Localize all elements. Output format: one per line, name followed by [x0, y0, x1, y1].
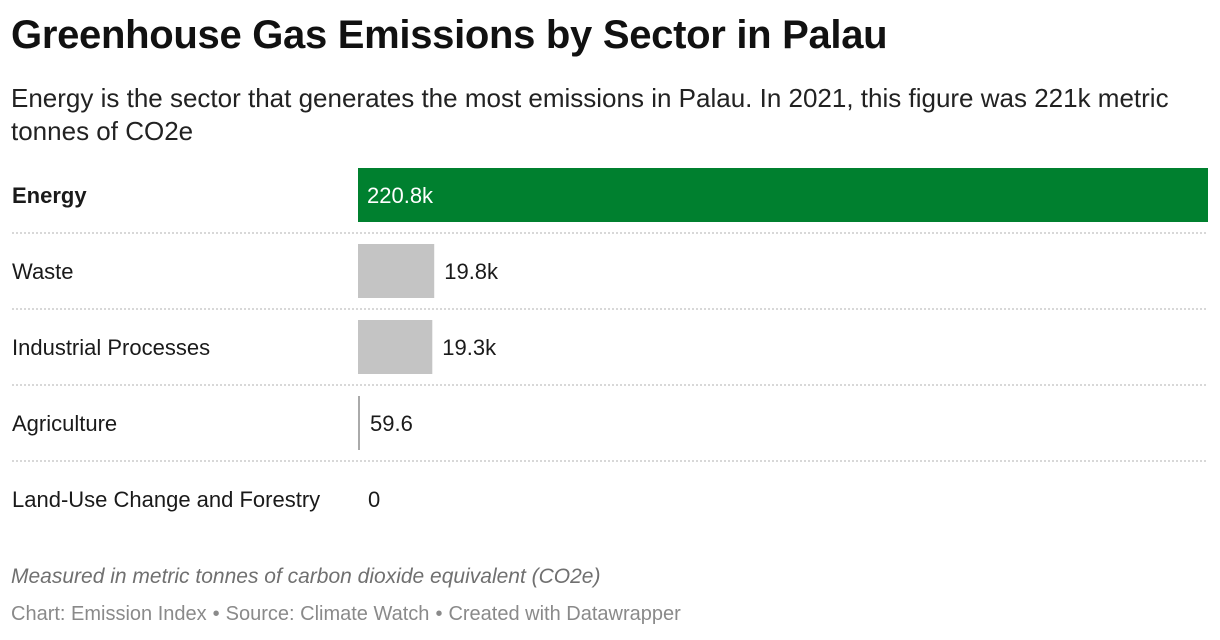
value-label: 0: [368, 487, 380, 512]
chart-credit: Chart: Emission Index: [11, 603, 207, 625]
value-label: 59.6: [370, 411, 413, 436]
value-label: 19.8k: [444, 259, 499, 284]
footer-separator: •: [212, 603, 220, 625]
category-label: Industrial Processes: [12, 335, 210, 360]
bar: [358, 244, 435, 298]
source-credit: Source: Climate Watch: [225, 603, 430, 625]
chart-title: Greenhouse Gas Emissions by Sector in Pa…: [11, 13, 888, 57]
footer-separator: •: [435, 603, 443, 625]
value-label: 220.8k: [367, 183, 434, 208]
value-label: 19.3k: [442, 335, 497, 360]
category-label: Land-Use Change and Forestry: [12, 487, 320, 512]
chart-subtitle: Energy is the sector that generates the …: [11, 83, 1169, 146]
category-label: Waste: [12, 259, 74, 284]
bar: [358, 320, 433, 374]
created-with-credit: Created with Datawrapper: [448, 603, 681, 625]
bar: [358, 396, 360, 450]
bar: [358, 168, 1208, 222]
category-label: Agriculture: [12, 411, 117, 436]
chart-footer: Chart: Emission Index • Source: Climate Wa…: [11, 603, 681, 626]
category-label: Energy: [12, 183, 87, 208]
bar-chart: Energy 220.8k Waste 19.8k Industrial Process…: [12, 168, 1208, 512]
chart-notes: Measured in metric tonnes of carbon diox…: [11, 565, 601, 588]
